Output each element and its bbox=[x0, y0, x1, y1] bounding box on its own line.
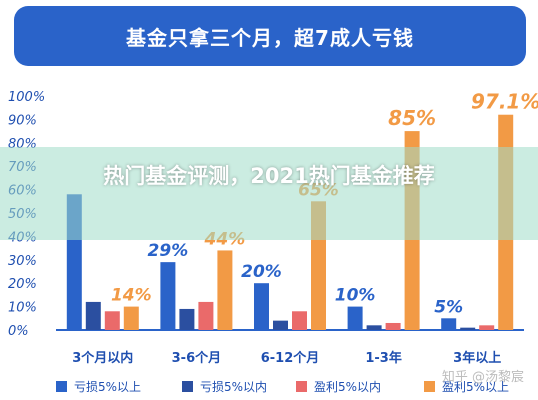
overlay-band bbox=[0, 147, 538, 240]
bar-3-1 bbox=[104, 311, 120, 330]
watermark-text: 知乎 @汤黎宸 bbox=[441, 370, 524, 385]
bar-4-2 bbox=[217, 250, 233, 330]
y-tick-label: 20% bbox=[8, 277, 37, 292]
legend-swatch bbox=[56, 381, 67, 392]
bar-3-2 bbox=[198, 301, 214, 330]
legend-label: 盈利5%以上 bbox=[442, 380, 509, 394]
legend-swatch bbox=[296, 381, 307, 392]
legend-label: 亏损5%以内 bbox=[200, 380, 267, 394]
x-tick-label: 1-3年 bbox=[365, 350, 402, 366]
y-tick-label: 30% bbox=[8, 254, 37, 269]
bar-3-3 bbox=[292, 311, 307, 330]
legend-swatch bbox=[182, 381, 193, 392]
bar-1-5 bbox=[441, 318, 457, 330]
bar-2-4 bbox=[366, 325, 382, 330]
bar-3-4 bbox=[385, 322, 401, 330]
bar-1-2 bbox=[160, 262, 176, 330]
x-tick-label: 3年以上 bbox=[453, 350, 501, 366]
legend-swatch bbox=[424, 381, 435, 392]
data-label: 85% bbox=[388, 106, 436, 130]
bar-2-3 bbox=[273, 320, 288, 330]
data-label: 10% bbox=[335, 286, 376, 306]
bar-2-1 bbox=[85, 301, 101, 330]
data-label: 97.1% bbox=[471, 90, 538, 114]
bar-1-4 bbox=[347, 306, 363, 330]
y-tick-label: 10% bbox=[8, 301, 37, 316]
overlay-caption: 热门基金评测，2021热门基金推荐 bbox=[103, 164, 435, 188]
bar-3-5 bbox=[479, 325, 495, 330]
data-label: 20% bbox=[241, 262, 282, 282]
y-tick-label: 0% bbox=[8, 324, 29, 339]
legend-label: 亏损5%以上 bbox=[74, 380, 141, 394]
bar-4-1 bbox=[123, 306, 139, 330]
bar-2-5 bbox=[460, 327, 476, 330]
y-tick-label: 100% bbox=[8, 90, 45, 105]
chart-title: 基金只拿三个月，超7成人亏钱 bbox=[14, 6, 526, 66]
data-label: 29% bbox=[148, 241, 189, 261]
x-tick-label: 6-12个月 bbox=[261, 350, 320, 366]
bar-2-2 bbox=[179, 308, 195, 330]
y-tick-label: 90% bbox=[8, 113, 37, 128]
legend-label: 盈利5%以内 bbox=[314, 380, 381, 394]
bar-1-3 bbox=[254, 283, 269, 330]
x-tick-label: 3个月以内 bbox=[72, 350, 133, 366]
x-tick-label: 3-6个月 bbox=[172, 350, 222, 366]
data-label: 14% bbox=[111, 286, 152, 306]
data-label: 5% bbox=[434, 297, 463, 317]
